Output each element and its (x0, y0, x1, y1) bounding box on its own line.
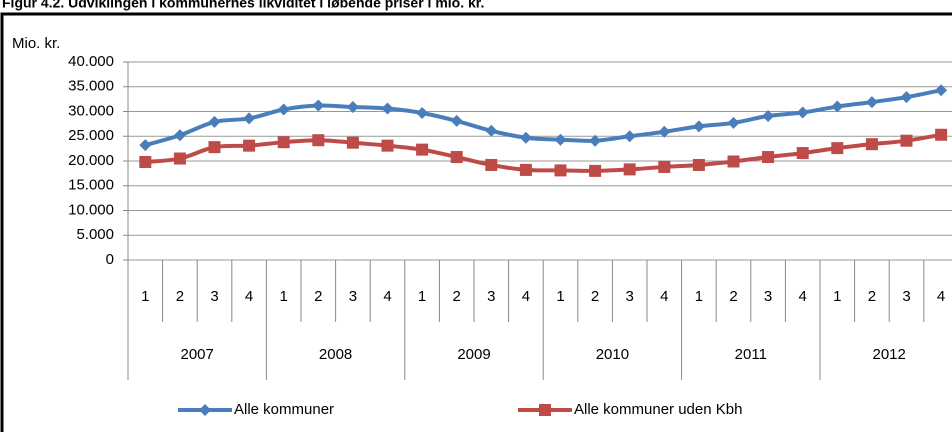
x-tick-label: 2 (591, 288, 599, 305)
point (796, 106, 809, 119)
x-group-label: 2012 (873, 346, 906, 363)
chart-title: Figur 4.2. Udviklingen i kommunernes lik… (2, 0, 484, 11)
point (277, 136, 290, 149)
y-tick-label: 25.000 (68, 127, 114, 144)
point (519, 131, 532, 144)
point (865, 138, 878, 151)
point (208, 115, 221, 128)
point (831, 100, 844, 113)
point (381, 139, 394, 152)
legend-label: Alle kommuner uden Kbh (574, 401, 742, 418)
x-group-label: 2011 (735, 346, 767, 363)
point (796, 147, 809, 160)
point (485, 158, 498, 171)
x-tick-label: 3 (902, 288, 910, 305)
y-tick-label: 0 (106, 251, 114, 268)
x-tick-label: 2 (453, 288, 461, 305)
x-tick-label: 2 (868, 288, 876, 305)
x-tick-label: 4 (383, 288, 391, 305)
x-tick-label: 4 (660, 288, 668, 305)
point (658, 125, 671, 138)
point (243, 112, 256, 125)
point (173, 152, 186, 165)
x-tick-label: 3 (210, 288, 218, 305)
x-tick-label: 2 (176, 288, 184, 305)
point (623, 163, 636, 176)
x-tick-label: 1 (556, 288, 564, 305)
x-tick-label: 4 (522, 288, 530, 305)
x-tick-label: 3 (349, 288, 357, 305)
x-tick-label: 3 (764, 288, 772, 305)
point (450, 151, 463, 164)
point (346, 101, 359, 114)
y-tick-label: 35.000 (68, 78, 114, 95)
point (900, 134, 913, 147)
y-tick-label: 30.000 (68, 102, 114, 119)
x-group-label: 2010 (596, 346, 629, 363)
point (243, 139, 256, 152)
point (900, 91, 913, 104)
point (416, 106, 429, 119)
point (935, 128, 948, 141)
point (199, 404, 211, 416)
point (139, 155, 152, 168)
y-tick-label: 5.000 (76, 226, 114, 243)
point (727, 155, 740, 168)
point (762, 109, 775, 122)
point (865, 96, 878, 109)
x-tick-label: 1 (695, 288, 703, 305)
point (312, 134, 325, 147)
x-tick-label: 1 (418, 288, 426, 305)
point (762, 151, 775, 164)
point (554, 164, 567, 177)
x-tick-label: 1 (141, 288, 149, 305)
x-group-label: 2009 (457, 346, 490, 363)
x-group-label: 2007 (181, 346, 214, 363)
point (381, 102, 394, 115)
y-tick-label: 10.000 (68, 201, 114, 218)
point (831, 142, 844, 155)
x-tick-label: 4 (799, 288, 807, 305)
x-tick-label: 1 (833, 288, 841, 305)
y-axis-label: Mio. kr. (12, 35, 60, 52)
point (519, 163, 532, 176)
point (277, 103, 290, 116)
point (485, 124, 498, 137)
point (450, 114, 463, 127)
point (312, 99, 325, 112)
point (692, 120, 705, 133)
chart-frame (0, 12, 952, 432)
x-tick-label: 2 (729, 288, 737, 305)
x-tick-label: 1 (280, 288, 288, 305)
point (416, 143, 429, 156)
x-tick-label: 4 (937, 288, 945, 305)
point (208, 141, 221, 154)
point (539, 404, 551, 416)
point (589, 134, 602, 147)
point (658, 160, 671, 173)
point (935, 84, 948, 97)
point (139, 139, 152, 152)
y-tick-label: 40.000 (68, 53, 114, 70)
point (554, 133, 567, 146)
point (589, 164, 602, 177)
legend-label: Alle kommuner (234, 401, 334, 418)
y-tick-label: 20.000 (68, 152, 114, 169)
point (692, 158, 705, 171)
point (623, 130, 636, 143)
y-tick-label: 15.000 (68, 177, 114, 194)
point (173, 129, 186, 142)
x-tick-label: 2 (314, 288, 322, 305)
point (727, 116, 740, 129)
x-tick-label: 4 (245, 288, 253, 305)
x-tick-label: 3 (487, 288, 495, 305)
point (346, 136, 359, 149)
x-tick-label: 3 (626, 288, 634, 305)
x-group-label: 2008 (319, 346, 352, 363)
